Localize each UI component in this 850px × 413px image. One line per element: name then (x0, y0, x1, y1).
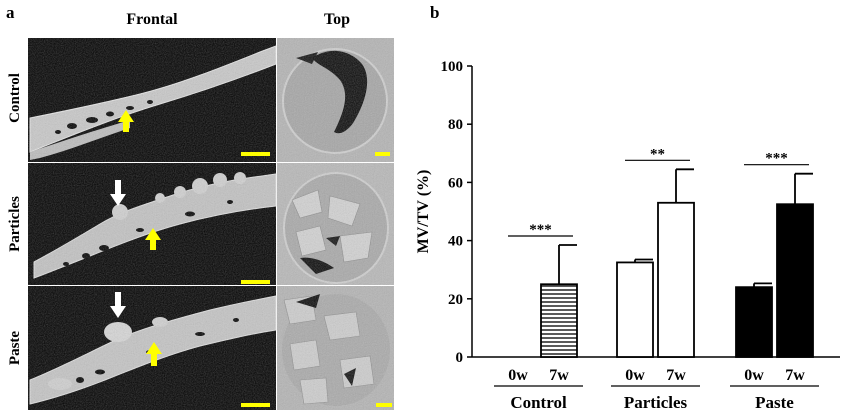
y-tick-label: 20 (448, 292, 463, 308)
x-tick-label: 7w (666, 367, 686, 384)
panel-b-label: b (430, 3, 439, 22)
y-tick-label: 0 (456, 350, 464, 366)
yellow-arrow-icon (146, 342, 162, 366)
group-label-particles: Particles (624, 393, 688, 412)
y-tick-label: 80 (448, 117, 463, 133)
yellow-arrow-icon (145, 228, 161, 250)
row-label-control: Control (7, 73, 23, 123)
significance-label: *** (765, 151, 788, 167)
group-label-control: Control (510, 393, 567, 412)
y-tick-label: 60 (448, 175, 463, 191)
scale-bar (241, 152, 270, 156)
panel-b: b 0 20 40 60 80 100 MV/TV (%) 0w 7w Control *** 0w 7… (415, 3, 840, 412)
y-tick-label: 40 (448, 234, 463, 250)
scale-bar (241, 280, 270, 284)
group-label-paste: Paste (755, 393, 794, 412)
frontal-image-paste (28, 286, 277, 410)
top-image-paste (277, 286, 394, 410)
bar-paste-7w (776, 203, 814, 358)
panel-a: a Frontal Top Control Particles Paste (6, 3, 394, 410)
scale-bar (375, 152, 390, 156)
top-image-control (277, 38, 394, 162)
row-label-paste: Paste (7, 331, 23, 365)
bar-particles-0w (616, 261, 654, 358)
yellow-arrow-icon (118, 110, 134, 132)
frontal-image-particles (28, 163, 277, 285)
x-tick-label: 0w (508, 367, 528, 384)
row-label-particles: Particles (7, 196, 23, 252)
column-header-top: Top (324, 11, 350, 28)
y-tick-label: 100 (441, 59, 464, 75)
top-image-particles (277, 163, 394, 285)
y-axis-label: MV/TV (%) (415, 170, 432, 254)
x-tick-label: 7w (785, 367, 805, 384)
bar-control-7w (540, 283, 578, 358)
x-tick-label: 7w (549, 367, 569, 384)
significance-label: ** (650, 146, 665, 162)
significance-label: *** (529, 222, 552, 238)
x-tick-label: 0w (744, 367, 764, 384)
bar-paste-0w (735, 286, 773, 358)
scale-bar (376, 403, 392, 407)
frontal-image-control (28, 38, 277, 162)
panel-a-label: a (6, 3, 15, 22)
mv-tv-bar-chart: 0 20 40 60 80 100 MV/TV (%) 0w 7w Control *** 0w 7w P… (415, 59, 840, 412)
bar-particles-7w (657, 201, 695, 358)
white-arrow-icon (110, 180, 126, 206)
column-header-frontal: Frontal (126, 11, 178, 28)
white-arrow-icon (110, 292, 126, 318)
x-tick-label: 0w (625, 367, 645, 384)
scale-bar (241, 403, 270, 407)
